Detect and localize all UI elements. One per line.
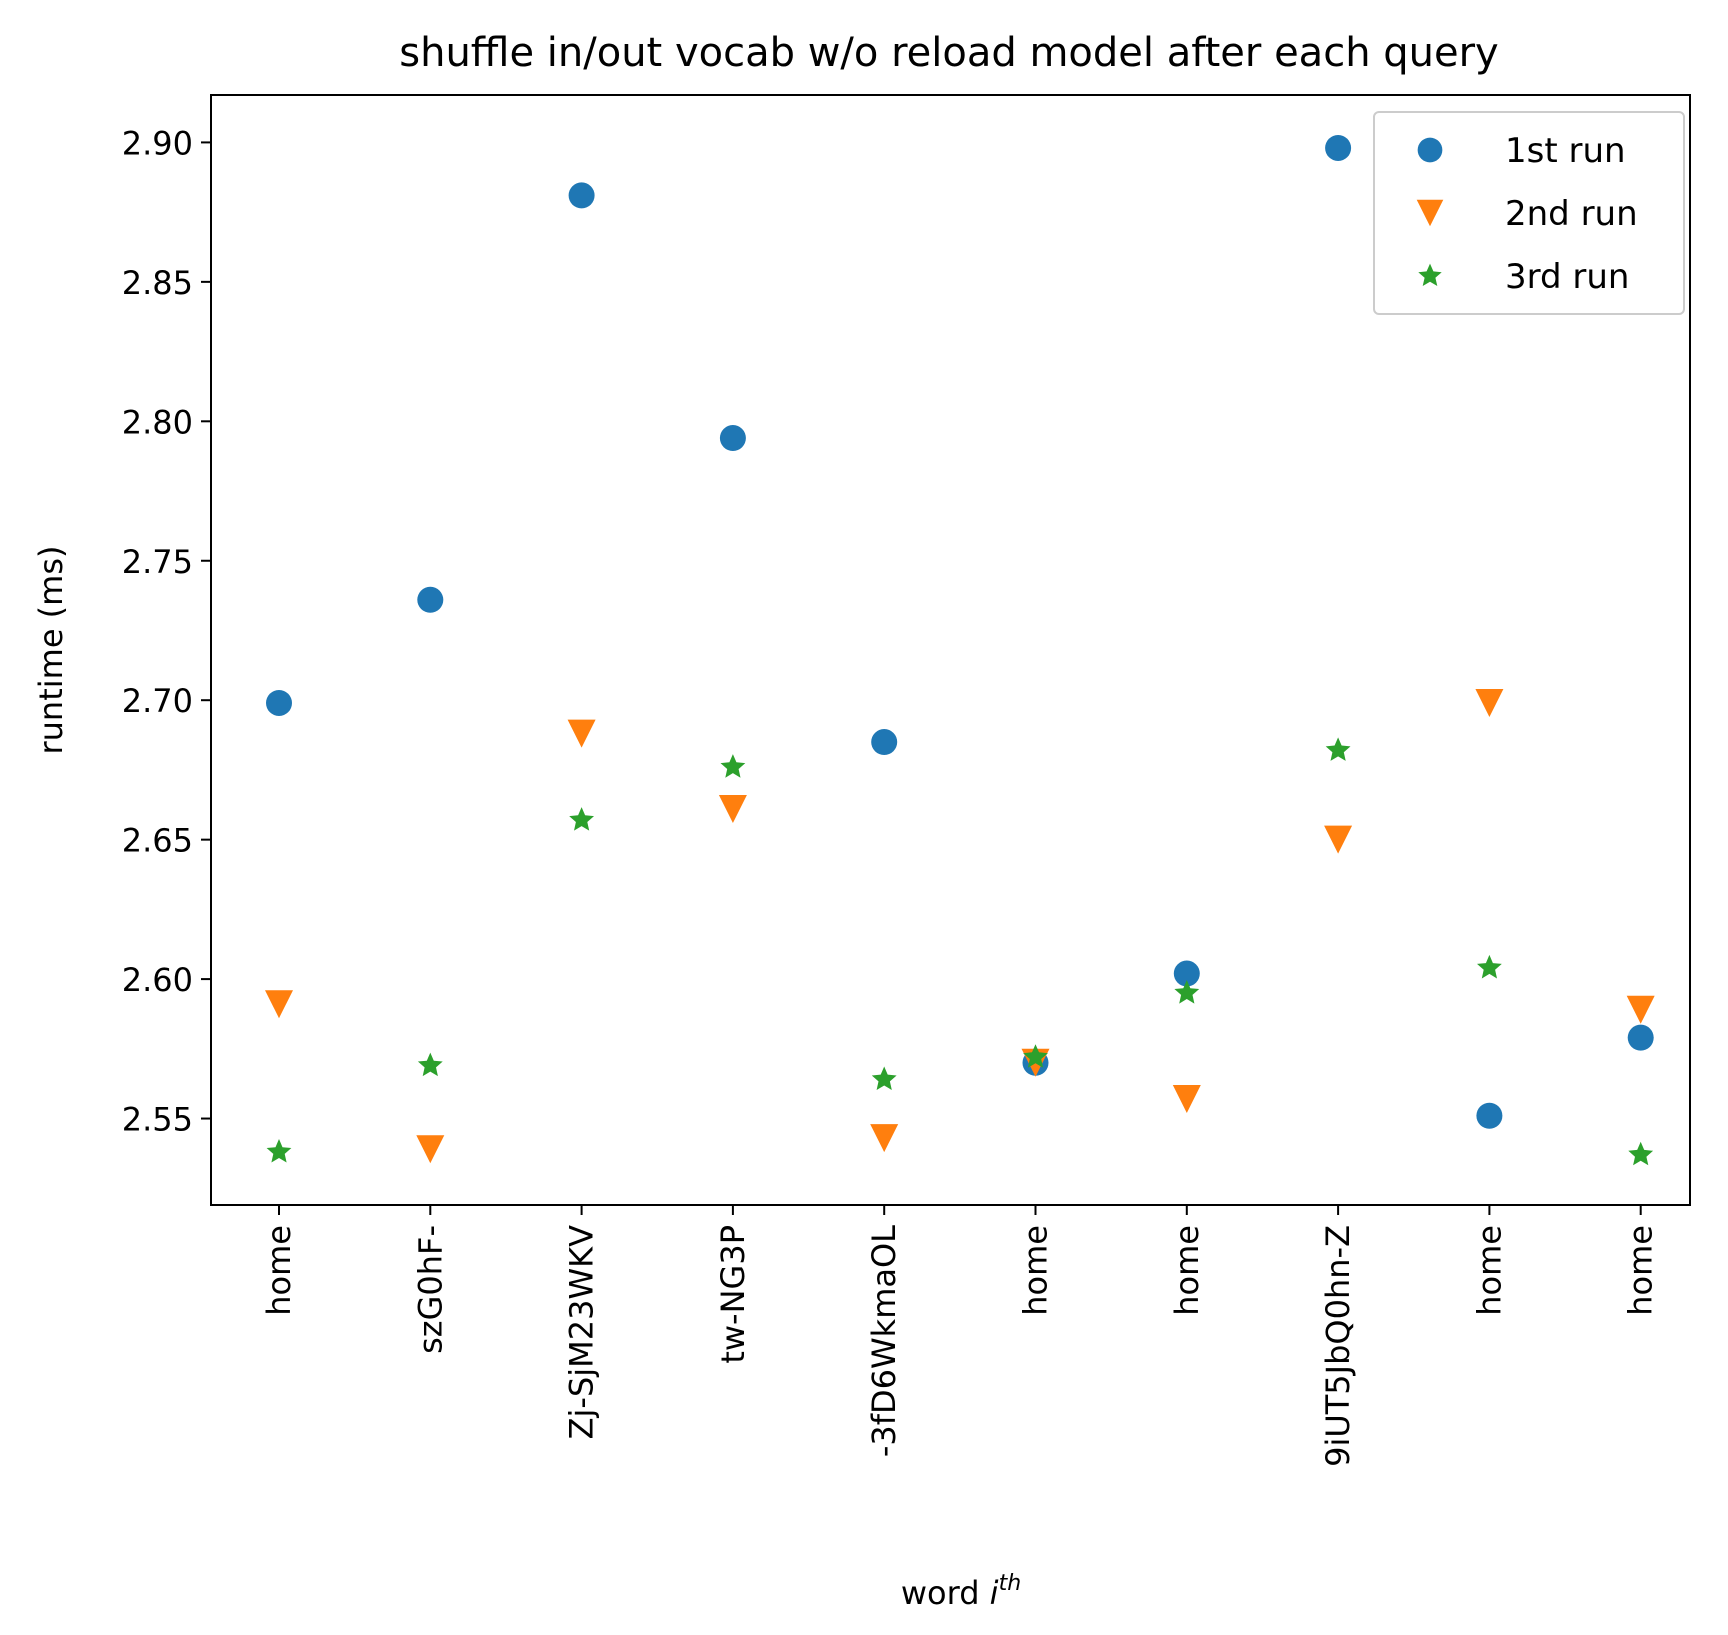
data-point	[871, 729, 898, 756]
x-tick-label: tw-NG3P	[714, 1225, 752, 1364]
data-point	[1476, 1102, 1503, 1129]
data-point	[417, 586, 444, 613]
x-tick-label: Zj-SjM23WKV	[563, 1225, 601, 1440]
data-point	[1475, 688, 1504, 717]
legend-marker	[1418, 263, 1442, 286]
legend-label: 3rd run	[1505, 257, 1629, 297]
x-axis: home szG0hF- Zj-SjM23WKV tw-NG3P -3fD6WkmaOL…	[260, 1205, 1660, 1467]
series-1	[266, 134, 1654, 1129]
data-point	[1172, 1085, 1201, 1114]
y-tick-label: 2.90	[122, 124, 193, 162]
data-point	[1023, 1044, 1048, 1068]
data-point	[1626, 995, 1655, 1024]
y-tick-label: 2.85	[122, 264, 193, 302]
data-point	[416, 1135, 445, 1164]
y-tick-label: 2.60	[122, 961, 193, 999]
data-point	[1325, 134, 1352, 161]
data-point	[265, 990, 293, 1019]
y-tick-label: 2.80	[122, 403, 193, 441]
chart-title: shuffle in/out vocab w/o reload model af…	[399, 30, 1498, 76]
data-point	[871, 1066, 897, 1090]
series-3	[266, 737, 1654, 1166]
y-tick-label: 2.70	[122, 682, 193, 720]
data-point	[1324, 825, 1353, 854]
x-tick-label: home	[1017, 1225, 1055, 1316]
series-2	[265, 688, 1655, 1164]
x-axis-label-text: word	[901, 1574, 990, 1612]
x-axis-label-sup: th	[999, 1571, 1022, 1596]
x-tick-label: home	[260, 1225, 298, 1316]
legend-label: 1st run	[1505, 131, 1626, 171]
data-point	[568, 182, 595, 209]
y-axis: 2.55 2.60 2.65 2.70 2.75 2.80 2.85 2.90	[122, 124, 211, 1139]
data-point	[569, 807, 594, 831]
data-point	[1173, 960, 1200, 987]
data-point	[1174, 980, 1200, 1004]
plot-frame	[210, 94, 1691, 1206]
data-point	[718, 794, 747, 823]
data-point	[1477, 954, 1502, 979]
y-tick-label: 2.75	[122, 543, 193, 581]
plot-area	[265, 134, 1655, 1166]
legend-box	[1373, 111, 1685, 315]
data-point	[1627, 1024, 1654, 1051]
x-tick-label: home	[1622, 1225, 1660, 1316]
data-point	[417, 1052, 443, 1077]
data-point	[720, 754, 746, 778]
data-point	[1325, 737, 1351, 761]
legend-marker	[1416, 199, 1444, 227]
x-tick-label: home	[1470, 1225, 1508, 1316]
legend: 1st run 2nd run 3rd run	[1373, 111, 1685, 315]
x-tick-label: home	[1168, 1225, 1206, 1316]
y-tick-label: 2.65	[122, 822, 193, 860]
data-point	[266, 1139, 292, 1163]
data-point	[719, 425, 746, 452]
x-tick-label: 9iUT5JbQ0hn-Z	[1319, 1225, 1357, 1467]
data-point	[567, 719, 596, 748]
data-point	[266, 689, 292, 716]
x-axis-label: word ith	[901, 1571, 1021, 1612]
legend-label: 2nd run	[1505, 194, 1638, 234]
data-point	[870, 1124, 899, 1153]
x-tick-label: -3fD6WkmaOL	[865, 1225, 903, 1457]
data-point	[1628, 1141, 1654, 1166]
x-axis-label-math: i	[990, 1574, 999, 1612]
legend-marker	[1417, 137, 1443, 163]
y-tick-label: 2.55	[122, 1101, 193, 1139]
x-tick-label: szG0hF-	[411, 1225, 449, 1354]
y-axis-label: runtime (ms)	[32, 546, 70, 755]
